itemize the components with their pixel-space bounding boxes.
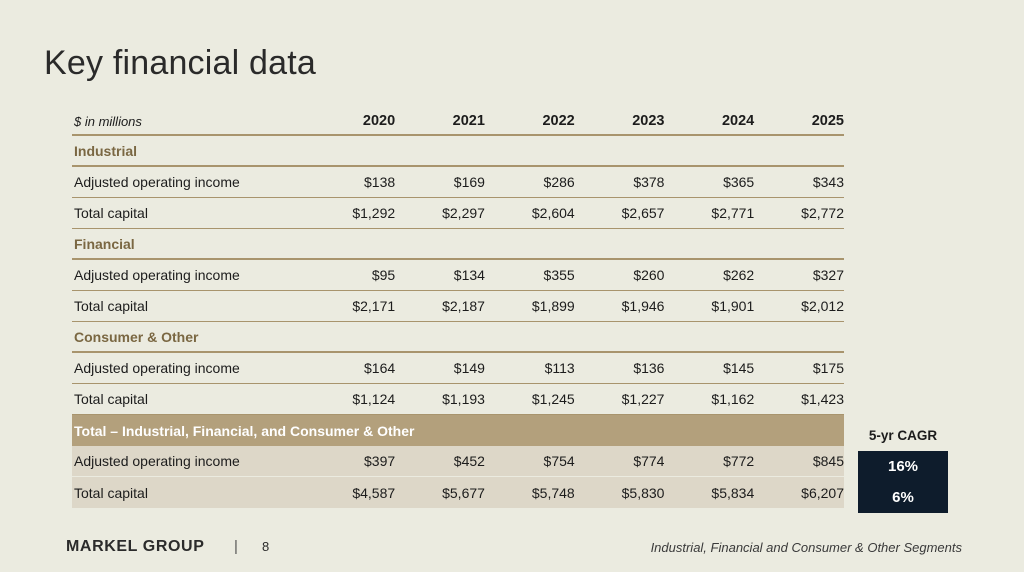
value-cell: $4,587 (352, 484, 396, 501)
row-label: Adjusted operating income (74, 360, 240, 376)
value-cell: $164 (364, 360, 396, 376)
value-cell: $397 (364, 453, 396, 469)
value-cell: $1,227 (621, 391, 665, 407)
year-header: 2022 (542, 113, 575, 129)
value-cell: $286 (543, 174, 575, 190)
value-cell: $5,748 (531, 484, 575, 501)
row-label: Adjusted operating income (74, 174, 240, 190)
value-cell: $1,946 (621, 298, 665, 314)
value-cell: $1,292 (352, 205, 396, 221)
value-cell: $6,207 (801, 484, 844, 501)
cagr-value-operating-income: 16% (887, 458, 919, 475)
value-cell: $1,423 (801, 391, 844, 407)
table-row: Adjusted operating income $95 $134 $355 … (72, 260, 844, 291)
value-cell: $260 (633, 267, 665, 283)
value-cell: $452 (453, 453, 485, 469)
row-label: Total capital (74, 391, 148, 407)
table-row: Adjusted operating income $397 $452 $754… (72, 446, 844, 477)
table-header-row: $ in millions 2020 2021 2022 2023 2024 2… (72, 108, 844, 136)
row-label: Adjusted operating income (74, 267, 240, 283)
section-label: Consumer & Other (74, 328, 199, 345)
page-number: 8 (262, 539, 270, 554)
value-cell: $113 (544, 360, 575, 376)
value-cell: $2,012 (801, 298, 844, 314)
value-cell: $2,772 (801, 205, 844, 221)
table-row: Total capital $1,124 $1,193 $1,245 $1,22… (72, 384, 844, 415)
page-title: Key financial data (44, 44, 316, 82)
table-row: Total capital $2,171 $2,187 $1,899 $1,94… (72, 291, 844, 322)
table-row: Total capital $4,587 $5,677 $5,748 $5,83… (72, 477, 844, 508)
footer-note: Industrial, Financial and Consumer & Oth… (650, 540, 962, 555)
value-cell: $845 (812, 453, 844, 469)
year-header: 2024 (721, 113, 755, 129)
value-cell: $2,297 (442, 205, 485, 221)
year-header: 2021 (452, 113, 485, 129)
financial-table: $ in millions 2020 2021 2022 2023 2024 2… (72, 108, 844, 508)
section-header-total: Total – Industrial, Financial, and Consu… (72, 415, 844, 446)
value-cell: $772 (723, 453, 755, 469)
section-header-consumer-other: Consumer & Other (72, 322, 844, 353)
value-cell: $1,162 (711, 391, 755, 407)
row-label: Adjusted operating income (74, 453, 240, 469)
value-cell: $95 (371, 267, 396, 283)
section-header-industrial: Industrial (72, 136, 844, 167)
cagr-value-total-capital: 6% (892, 489, 914, 506)
company-logo: MARKEL GROUP (66, 538, 205, 555)
value-cell: $169 (453, 174, 485, 190)
value-cell: $1,245 (531, 391, 575, 407)
cagr-header: 5-yr CAGR (868, 428, 938, 443)
value-cell: $2,657 (621, 205, 665, 221)
value-cell: $378 (633, 174, 665, 190)
value-cell: $365 (723, 174, 755, 190)
table-row: Total capital $1,292 $2,297 $2,604 $2,65… (72, 198, 844, 229)
section-label: Total – Industrial, Financial, and Consu… (74, 422, 415, 439)
value-cell: $134 (453, 267, 485, 283)
value-cell: $5,677 (442, 484, 485, 501)
value-cell: $149 (453, 360, 485, 376)
value-cell: $1,124 (352, 391, 396, 407)
value-cell: $774 (633, 453, 665, 469)
value-cell: $2,771 (711, 205, 755, 221)
section-label: Industrial (74, 142, 138, 159)
section-label: Financial (74, 235, 135, 252)
cagr-box: 16% 6% (858, 451, 948, 513)
year-header: 2020 (362, 113, 396, 129)
value-cell: $145 (723, 360, 755, 376)
value-cell: $2,171 (352, 298, 396, 314)
value-cell: $343 (812, 174, 844, 190)
value-cell: $2,604 (531, 205, 575, 221)
table-row: Adjusted operating income $164 $149 $113… (72, 353, 844, 384)
section-header-financial: Financial (72, 229, 844, 260)
table-row: Adjusted operating income $138 $169 $286… (72, 167, 844, 198)
year-header: 2023 (632, 113, 665, 129)
value-cell: $175 (812, 360, 844, 376)
value-cell: $5,834 (711, 484, 755, 501)
value-cell: $1,899 (531, 298, 575, 314)
value-cell: $1,901 (711, 298, 755, 314)
year-header: 2025 (811, 113, 844, 129)
row-label: Total capital (74, 298, 148, 314)
value-cell: $5,830 (621, 484, 665, 501)
value-cell: $754 (543, 453, 575, 469)
value-cell: $327 (812, 267, 844, 283)
footer-separator: | (234, 538, 238, 555)
value-cell: $136 (633, 360, 665, 376)
value-cell: $2,187 (442, 298, 485, 314)
value-cell: $138 (364, 174, 396, 190)
row-label: Total capital (74, 205, 148, 221)
unit-label: $ in millions (74, 113, 142, 129)
value-cell: $355 (543, 267, 575, 283)
value-cell: $1,193 (442, 391, 485, 407)
row-label: Total capital (74, 484, 148, 501)
value-cell: $262 (723, 267, 755, 283)
